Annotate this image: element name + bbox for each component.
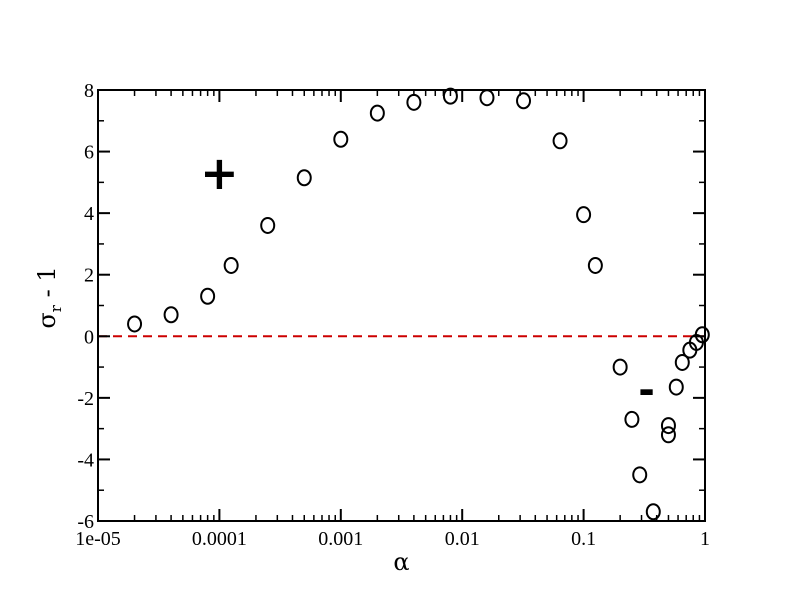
data-point: [674, 353, 690, 371]
data-point: [223, 256, 239, 274]
y-tick-label: -6: [77, 511, 94, 533]
data-point: [632, 466, 648, 484]
data-point: [479, 89, 495, 107]
data-point: [660, 417, 676, 435]
x-tick-label: 1: [700, 528, 710, 550]
plot-frame: [97, 89, 706, 522]
y-tick-label: 8: [84, 80, 94, 102]
major-ticks: [97, 89, 706, 522]
data-point: [127, 315, 143, 333]
data-point: [296, 169, 312, 187]
data-point: [587, 256, 603, 274]
data-point: [576, 206, 592, 224]
y-axis-label-symbol: σ: [33, 312, 61, 328]
data-point: [163, 306, 179, 324]
data-point: [516, 92, 532, 110]
data-point: [645, 503, 661, 521]
annotations: +-: [200, 146, 655, 414]
minor-ticks: [98, 90, 705, 521]
x-tick-label: 1e-05: [75, 528, 121, 550]
y-tick-label: -2: [77, 388, 94, 410]
y-axis-label-rest: - 1: [33, 266, 61, 305]
annotation-minus: -: [638, 368, 655, 414]
data-points: [127, 87, 710, 521]
x-axis-label: α: [393, 548, 409, 576]
y-tick-label: 2: [84, 265, 94, 287]
y-tick-label: -4: [77, 449, 94, 471]
annotation-plus: +: [200, 146, 239, 200]
data-point: [369, 104, 385, 122]
data-point: [660, 426, 676, 444]
y-tick-labels: -6 -4 -2 0 2 4 6 8: [77, 80, 94, 533]
y-tick-label: 6: [84, 142, 94, 164]
x-tick-labels: 1e-05 0.0001 0.001 0.01 0.1 1: [75, 528, 710, 550]
x-tick-label: 0.1: [571, 528, 596, 550]
x-tick-label: 0.001: [318, 528, 363, 550]
y-tick-label: 0: [84, 326, 94, 348]
data-point: [260, 216, 276, 234]
data-point: [200, 287, 216, 305]
x-tick-label: 0.01: [445, 528, 480, 550]
y-tick-label: 4: [84, 203, 94, 225]
x-tick-label: 0.0001: [192, 528, 247, 550]
data-point: [612, 358, 628, 376]
data-point: [624, 410, 640, 428]
data-point: [668, 378, 684, 396]
data-point: [406, 93, 422, 111]
data-point: [552, 132, 568, 150]
data-point: [333, 130, 349, 148]
y-axis-label-subscript: r: [47, 304, 65, 312]
y-axis-label: σr - 1: [33, 266, 65, 328]
data-point: [694, 326, 710, 344]
data-point: [442, 87, 458, 105]
